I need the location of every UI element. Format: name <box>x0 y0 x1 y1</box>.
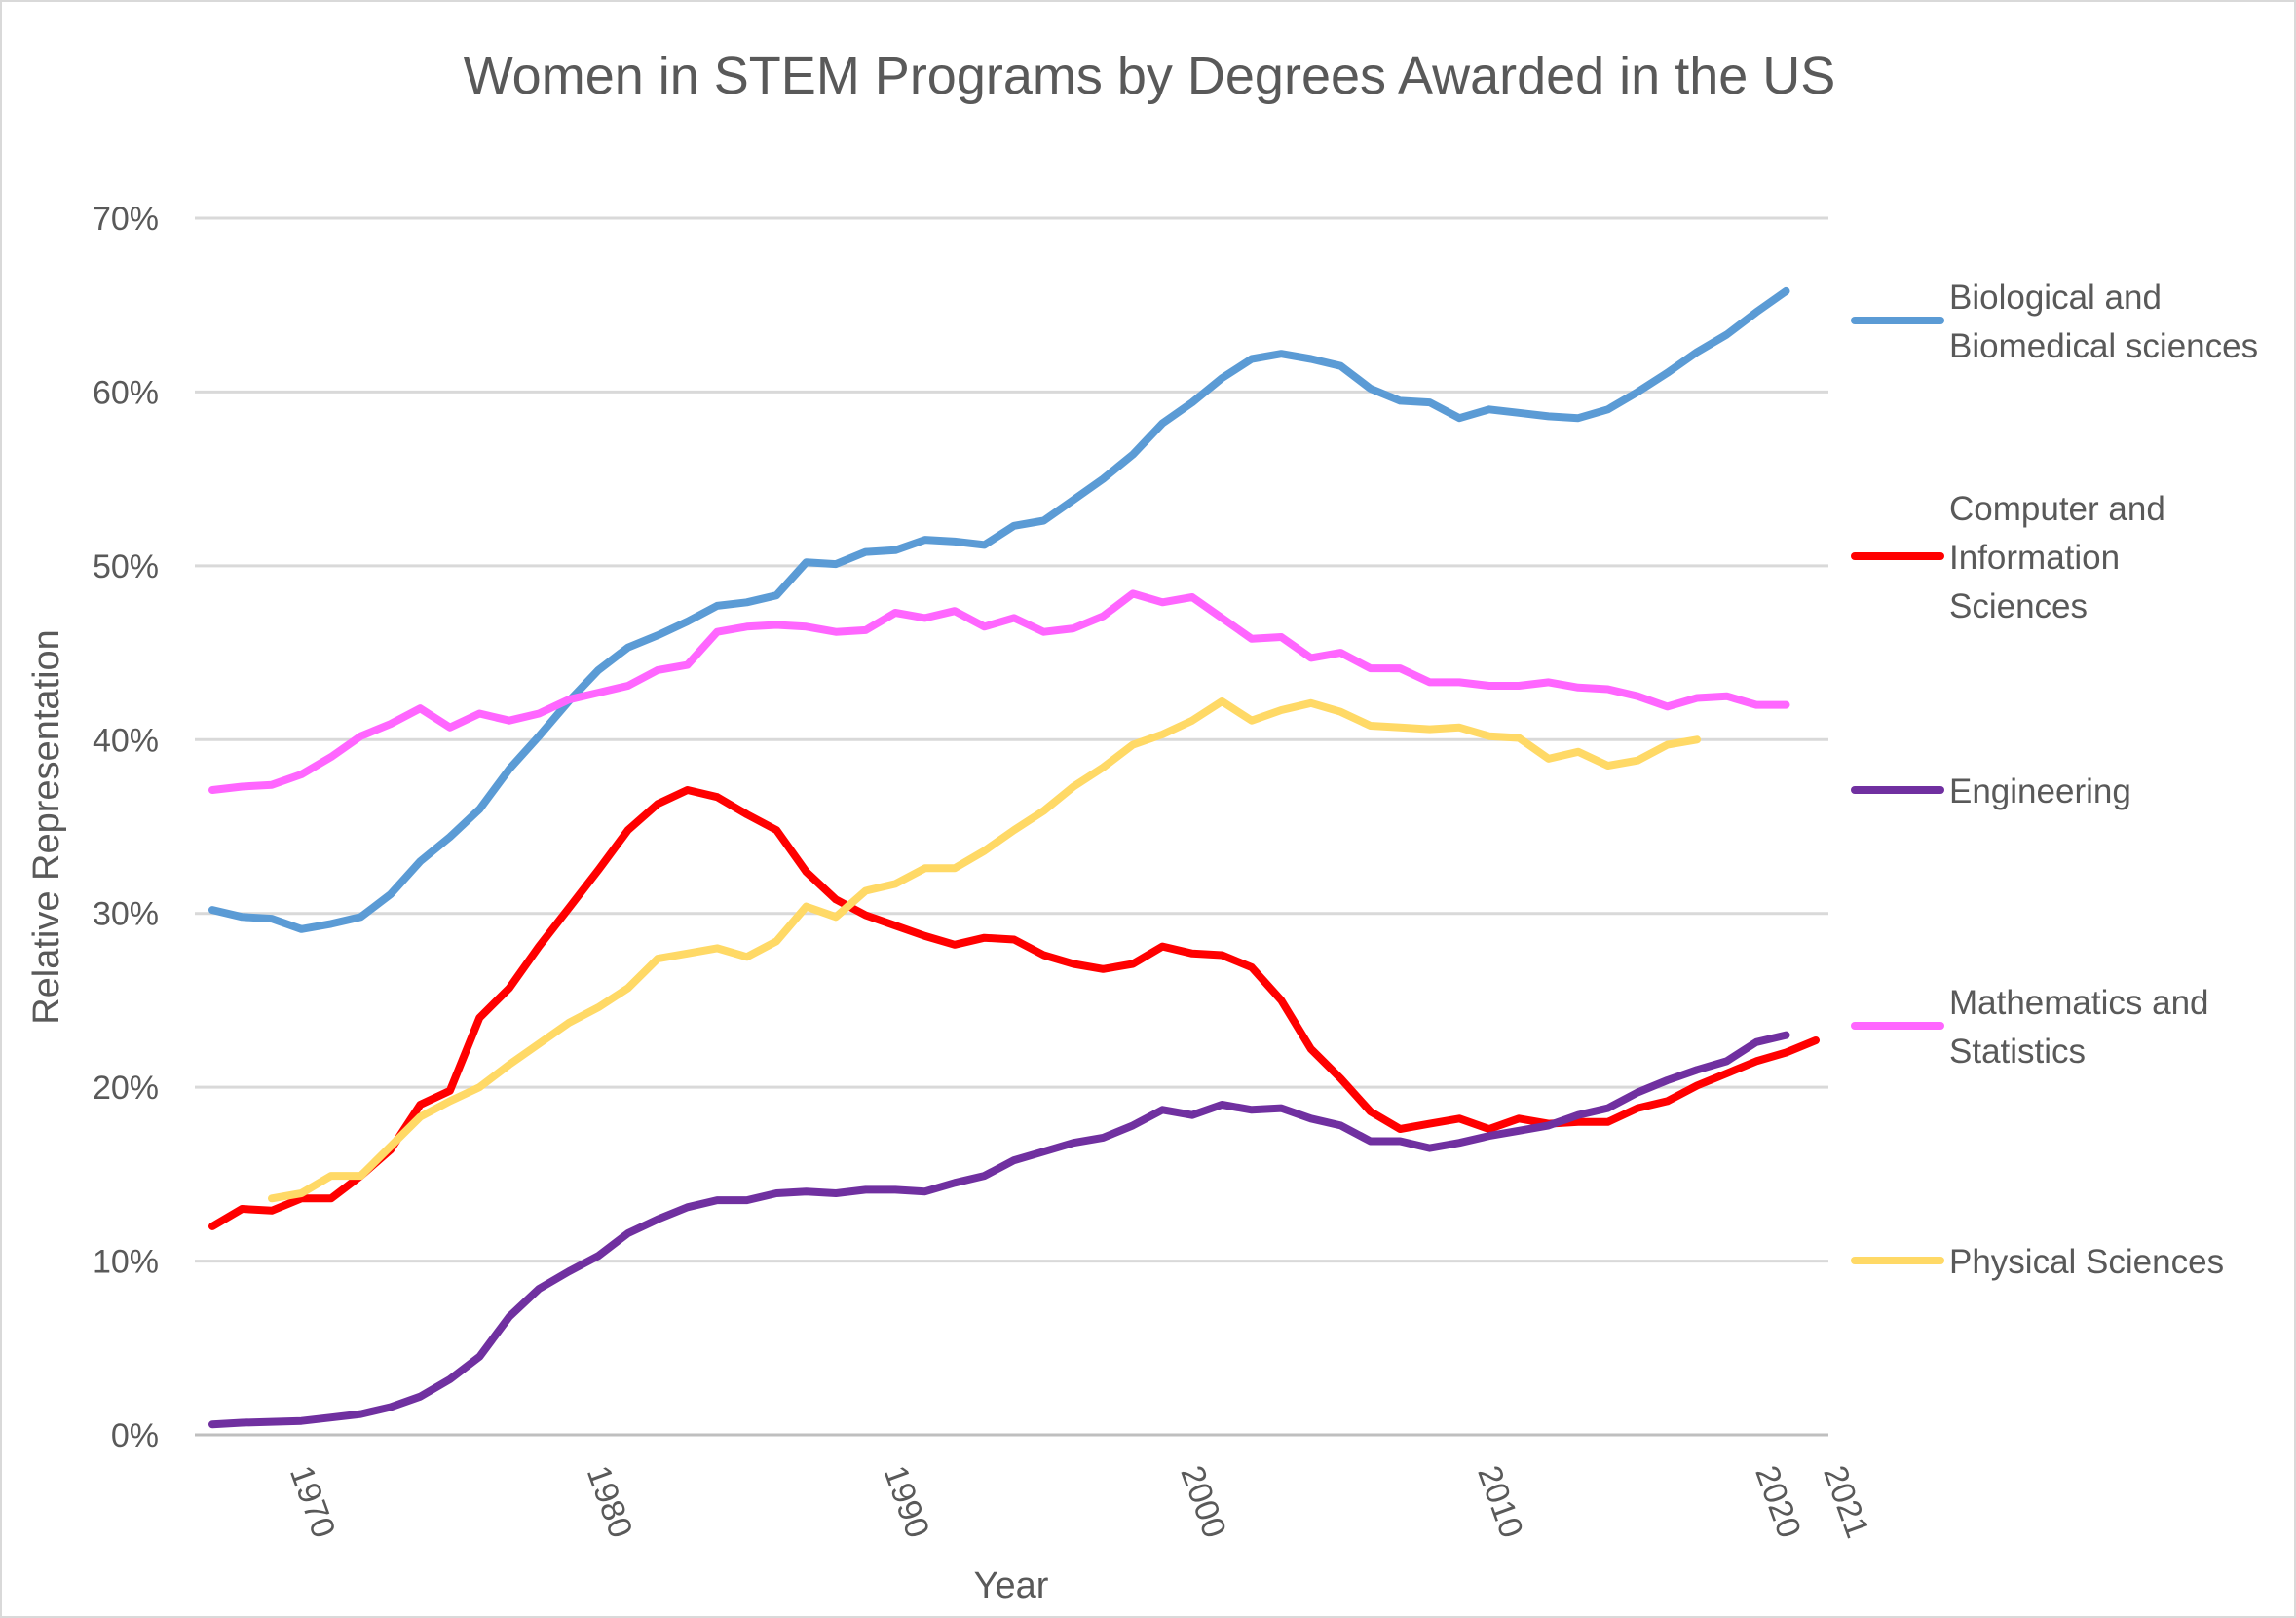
y-tick-label: 60% <box>93 374 159 411</box>
y-tick-label: 50% <box>93 548 159 585</box>
legend-label: Engineering <box>1949 772 2131 810</box>
series-line-0 <box>208 286 1790 933</box>
legend-item: Biological and Biomedical sciences <box>1851 279 2258 365</box>
series-line-4 <box>268 697 1702 1203</box>
legend-label: Statistics <box>1949 1033 2086 1071</box>
series-lines <box>208 286 1820 1429</box>
legend: Biological and Biomedical sciences Compute… <box>1851 279 2258 1281</box>
y-tick-label: 40% <box>93 722 159 759</box>
y-tick-label: 10% <box>93 1244 159 1281</box>
y-tick-label: 0% <box>111 1417 159 1454</box>
legend-item: Engineering <box>1851 772 2131 810</box>
series-line-3 <box>208 589 1790 794</box>
legend-item: Mathematics and Statistics <box>1851 984 2209 1071</box>
legend-label: Biomedical sciences <box>1949 327 2258 365</box>
legend-item: Physical Sciences <box>1851 1243 2224 1281</box>
legend-label: Information <box>1949 539 2120 577</box>
legend-label: Biological and <box>1949 279 2162 317</box>
chart-title: Women in STEM Programs by Degrees Awarde… <box>464 47 1836 105</box>
legend-label: Physical Sciences <box>1949 1243 2224 1281</box>
legend-item: Computer and Information Sciences <box>1851 490 2165 625</box>
x-axis-title: Year <box>974 1565 1049 1606</box>
y-axis-ticks: 0% 10% 20% 30% 40% 50% 60% 70% <box>93 201 159 1454</box>
y-tick-label: 20% <box>93 1070 159 1107</box>
series-line-2 <box>208 1031 1790 1429</box>
gridlines <box>195 216 1828 1437</box>
y-tick-label: 30% <box>93 896 159 933</box>
legend-label: Computer and <box>1949 490 2165 528</box>
legend-label: Mathematics and <box>1949 984 2209 1022</box>
legend-label: Sciences <box>1949 587 2088 625</box>
y-tick-label: 70% <box>93 201 159 238</box>
y-axis-title: Relative Representation <box>26 629 67 1025</box>
